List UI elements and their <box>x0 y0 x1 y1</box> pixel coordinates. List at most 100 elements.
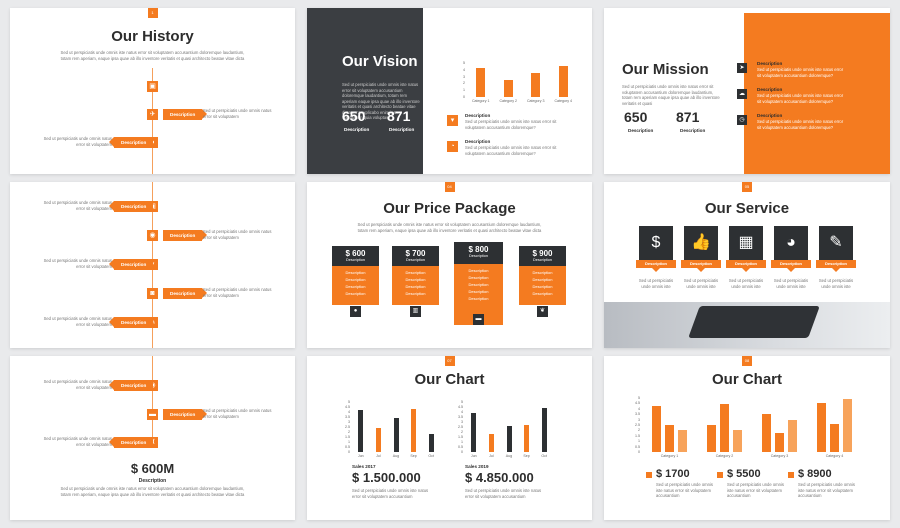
chart-bar <box>788 419 797 452</box>
timeline-description-pill: Description <box>108 317 154 328</box>
slide-history-1[interactable]: 1 Our History Sed ut perspiciatis unde o… <box>10 8 295 174</box>
chart-bar <box>411 409 417 452</box>
briefcase-icon: ▣ <box>147 81 158 92</box>
price-features: Description Description Description Descrip… <box>454 264 503 313</box>
chart-bar <box>524 425 530 452</box>
service-text: Sed ut perspiciatis unde omnis iste <box>818 278 854 289</box>
dark-photo-panel <box>307 8 423 174</box>
service-description-pill: Description <box>636 260 676 272</box>
camera-icon: ◙ <box>147 288 158 299</box>
thumbs-up-icon: 👍 <box>684 226 718 260</box>
service-description-pill: Description <box>816 260 856 272</box>
chart-x-label: Jun <box>470 454 477 458</box>
price-label: Description <box>406 258 425 262</box>
mission-description-heading: Description <box>757 113 783 118</box>
timeline-description-pill: Description <box>108 137 154 148</box>
chart-bar <box>471 413 477 452</box>
chart-x-label: Category 1 <box>660 454 679 458</box>
clock-icon: ◷ <box>737 115 747 125</box>
vision-stat-2: 871 <box>387 108 411 124</box>
slide-price-package[interactable]: 04 Our Price Package Sed ut perspiciatis… <box>307 182 592 348</box>
vision-stat-1: 650 <box>342 108 366 124</box>
service-description-pill: Description <box>726 260 766 272</box>
mission-description-text: Sed ut perspiciatis unde omnis iste natu… <box>757 119 844 130</box>
price-value: $ 600 <box>345 249 366 258</box>
timeline-description-pill: Description <box>163 409 208 420</box>
sales-chart-left: Jun Jul Aug Sep Oct 5 4.5 4 3.5 3 2.5 2 1.5 1 0.5 0 <box>345 400 440 458</box>
legend-swatch <box>788 472 794 478</box>
value-1: $ 1700 <box>656 468 690 480</box>
chart-y-tick: 4 <box>638 406 640 411</box>
chart-bar <box>375 428 381 452</box>
chart-x-label: Category 3 <box>526 99 545 103</box>
timeline-description-pill: Description <box>163 109 208 120</box>
slide-vision[interactable]: Our Vision Sed ut perspiciatis unde omni… <box>307 8 592 174</box>
chart-x-label: Category 4 <box>554 99 573 103</box>
chart-bar <box>665 425 674 452</box>
chart-x-label: Jul <box>489 454 494 458</box>
price-card[interactable]: $ 700 Description Description Description D… <box>392 246 439 317</box>
chart-y-tick: 5 <box>461 400 463 404</box>
slide-mission[interactable]: Our Mission Sed ut perspiciatis unde omn… <box>604 8 890 174</box>
legend-swatch <box>646 472 652 478</box>
slide-title: Our Chart <box>711 371 782 388</box>
timeline-line <box>152 356 153 446</box>
vision-text: Sed ut perspiciatis unde omnis iste natu… <box>342 82 420 120</box>
chart-y-tick: 1 <box>463 88 465 93</box>
timeline-text: Sed ut perspiciatis unde omnis natus err… <box>43 316 112 327</box>
chart-y-tick: 1.5 <box>635 433 640 438</box>
palette-icon: ◕ <box>774 226 808 260</box>
cart-icon: ▾ <box>447 115 458 126</box>
chart-bar <box>817 403 826 452</box>
slide-history-3[interactable]: ◉ Description Sed ut perspiciatis unde o… <box>10 356 295 520</box>
price-label: Description <box>346 258 365 262</box>
chart-y-tick: 2 <box>348 430 350 434</box>
service-description-pill: Description <box>771 260 811 272</box>
timeline-text: Sed ut perspiciatis unde omnis natus err… <box>43 379 112 390</box>
chart-x-label: Category 4 <box>825 454 844 458</box>
slide-chart-1[interactable]: 07 Our Chart Jun Jul Aug Sep Oct 5 4.5 4 3.5 3 2.5… <box>307 356 592 520</box>
chart-y-tick: 3 <box>461 420 463 424</box>
sales-value-left: $ 1.500.000 <box>352 470 421 485</box>
chart-y-tick: 2 <box>461 430 463 434</box>
slide-tag: 08 <box>742 356 752 366</box>
price-card[interactable]: $ 900 Description Description Description D… <box>519 246 566 317</box>
chart-bar <box>830 423 839 452</box>
slide-title: Our Vision <box>342 53 418 70</box>
chart-bar <box>652 405 661 452</box>
chart-x-label: Oct <box>428 454 434 458</box>
timeline-description-pill: Description <box>108 380 154 391</box>
chart-y-tick: 0 <box>461 450 463 454</box>
chart-y-tick: 5 <box>463 61 465 65</box>
chart-bar <box>506 426 512 452</box>
chart-y-tick: 4 <box>463 67 465 72</box>
grouped-bar-chart: Category 1 Category 2 Category 3 Category 4… <box>635 396 862 458</box>
gift-icon: ▦ <box>729 226 763 260</box>
mission-description-heading: Description <box>757 87 783 92</box>
pie-icon: ◔ <box>447 141 458 152</box>
chart-y-tick: 3 <box>463 74 465 79</box>
chart-bar <box>476 67 486 97</box>
chart-bar <box>558 66 568 97</box>
chart-y-tick: 4 <box>348 410 350 414</box>
truck-icon: ▬ <box>473 314 484 325</box>
slide-tag: 05 <box>742 182 752 192</box>
chart-bar <box>503 80 513 97</box>
chart-x-label: Jun <box>357 454 364 458</box>
slide-title: Our History <box>111 28 194 45</box>
slide-service[interactable]: 05 Our Service $ 👍 ▦ ◕ ✎ Description Des… <box>604 182 890 348</box>
slide-history-2[interactable]: ▣ Description Sed ut perspiciatis unde o… <box>10 182 295 348</box>
service-text: Sed ut perspiciatis unde omnis iste <box>773 278 809 289</box>
price-card[interactable]: $ 600 Description Description Description D… <box>332 246 379 317</box>
timeline-text: Sed ut perspiciatis unde omnis natus err… <box>203 108 272 119</box>
price-card-featured[interactable]: $ 800 Description Description Description D… <box>454 242 503 325</box>
price-features: Description Description Description Descrip… <box>519 266 566 305</box>
price-value: $ 700 <box>405 249 426 258</box>
chart-y-tick: 0 <box>638 450 640 454</box>
chart-bar <box>707 425 716 452</box>
chart-x-label: Sep <box>410 454 417 458</box>
slide-chart-2[interactable]: 08 Our Chart Category 1 Category 2 Categor… <box>604 356 890 520</box>
sales-label-left: Sales 2017 <box>352 464 376 469</box>
service-text: Sed ut perspiciatis unde omnis iste <box>638 278 674 289</box>
chart-y-tick: 2 <box>638 428 640 433</box>
